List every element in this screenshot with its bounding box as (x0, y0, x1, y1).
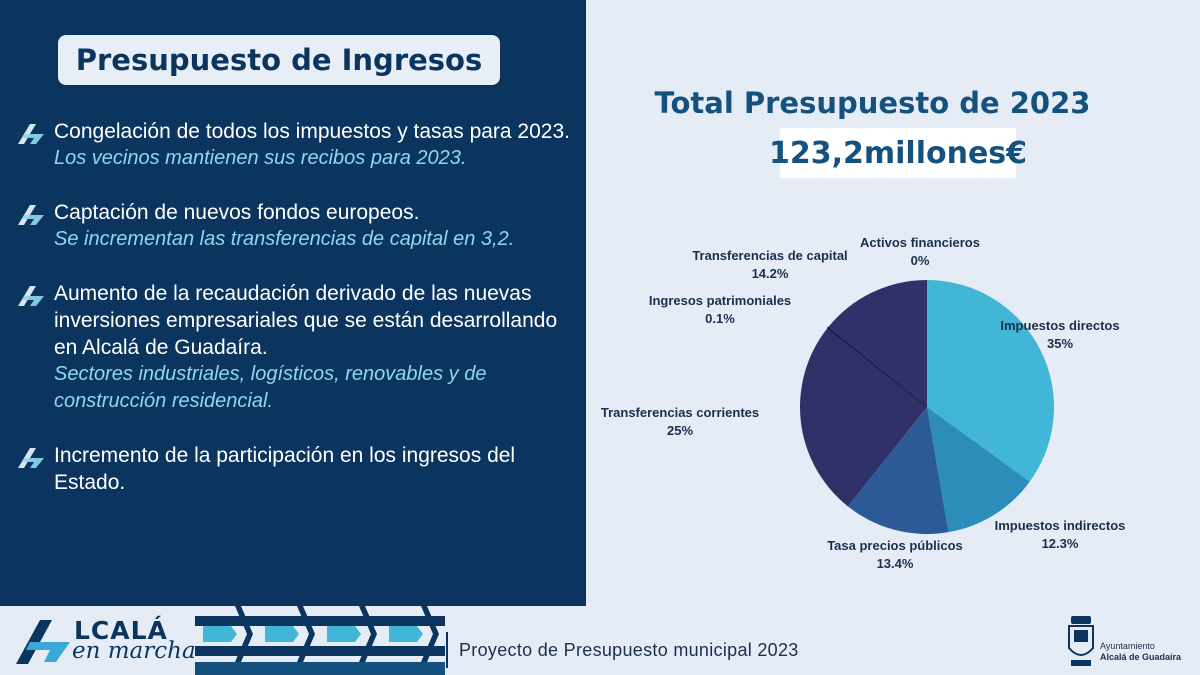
budget-amount: 123,2millones€ (769, 128, 1027, 178)
arrows-banner-icon (195, 606, 445, 675)
left-panel: Presupuesto de Ingresos Congelación de t… (0, 0, 586, 606)
project-caption: Proyecto de Presupuesto municipal 2023 (459, 640, 799, 660)
slice-label: Transferencias de capital (692, 248, 847, 263)
pie-slice (828, 280, 927, 407)
bullet-subtext: Se incrementan las transferencias de cap… (54, 228, 515, 250)
bullet-item: Congelación de todos los impuestos y tas… (16, 118, 581, 172)
slice-label: Impuestos indirectos (995, 518, 1126, 533)
logo-wordmark: LCALÁ (74, 616, 168, 645)
left-title: Presupuesto de Ingresos (75, 43, 483, 77)
bullet-list: Congelación de todos los impuestos y tas… (16, 118, 581, 523)
slice-percent-label: 14.2% (752, 266, 789, 281)
alcala-logo-icon (16, 620, 70, 664)
pie-slice (927, 407, 1030, 533)
bullet-text: Incremento de la participación en los in… (54, 444, 516, 494)
pie-slice (826, 326, 928, 408)
slice-percent-label: 25% (667, 423, 693, 438)
ayuntamiento-label: Ayuntamiento (1100, 641, 1155, 651)
arrow-logo-icon (16, 118, 54, 172)
slice-label: Activos financieros (860, 235, 980, 250)
slice-percent-label: 35% (1047, 336, 1073, 351)
arrow-logo-icon (16, 442, 54, 496)
footer (0, 606, 1200, 675)
bullet-text: Aumento de la recaudación derivado de la… (54, 282, 558, 359)
slice-label: Impuestos directos (1000, 318, 1119, 333)
bullet-item: Incremento de la participación en los in… (16, 442, 581, 496)
pie-slice (800, 327, 927, 507)
bullet-subtext: Los vecinos mantienen sus recibos para 2… (54, 147, 467, 169)
bullet-item: Captación de nuevos fondos europeos. Se … (16, 199, 581, 253)
slice-percent-label: 12.3% (1042, 536, 1079, 551)
arrow-logo-icon (16, 199, 54, 253)
arrow-logo-icon (16, 280, 54, 415)
budget-title: Total Presupuesto de 2023 (654, 86, 1091, 120)
bullet-text: Captación de nuevos fondos europeos. (54, 201, 420, 224)
bullet-item: Aumento de la recaudación derivado de la… (16, 280, 581, 415)
ayuntamiento-name: Alcalá de Guadaíra (1100, 652, 1182, 662)
footer-divider (446, 632, 448, 668)
slice-label: Ingresos patrimoniales (649, 293, 791, 308)
bullet-text: Congelación de todos los impuestos y tas… (54, 120, 570, 143)
slice-percent-label: 0.1% (705, 311, 735, 326)
bullet-subtext: Sectores industriales, logísticos, renov… (54, 363, 487, 412)
logo-tagline: en marcha (72, 638, 196, 664)
pie-chart: Impuestos directos 35% Impuestos indirecto… (601, 235, 1126, 571)
slice-percent-label: 0% (911, 253, 930, 268)
pie-slice (847, 407, 949, 534)
title-badge: Presupuesto de Ingresos (58, 35, 500, 85)
slice-label: Transferencias corrientes (601, 405, 759, 420)
slice-percent-label: 13.4% (877, 556, 914, 571)
slice-label: Tasa precios públicos (827, 538, 963, 553)
coat-of-arms-icon (1068, 616, 1094, 666)
pie-slice (927, 280, 1054, 482)
